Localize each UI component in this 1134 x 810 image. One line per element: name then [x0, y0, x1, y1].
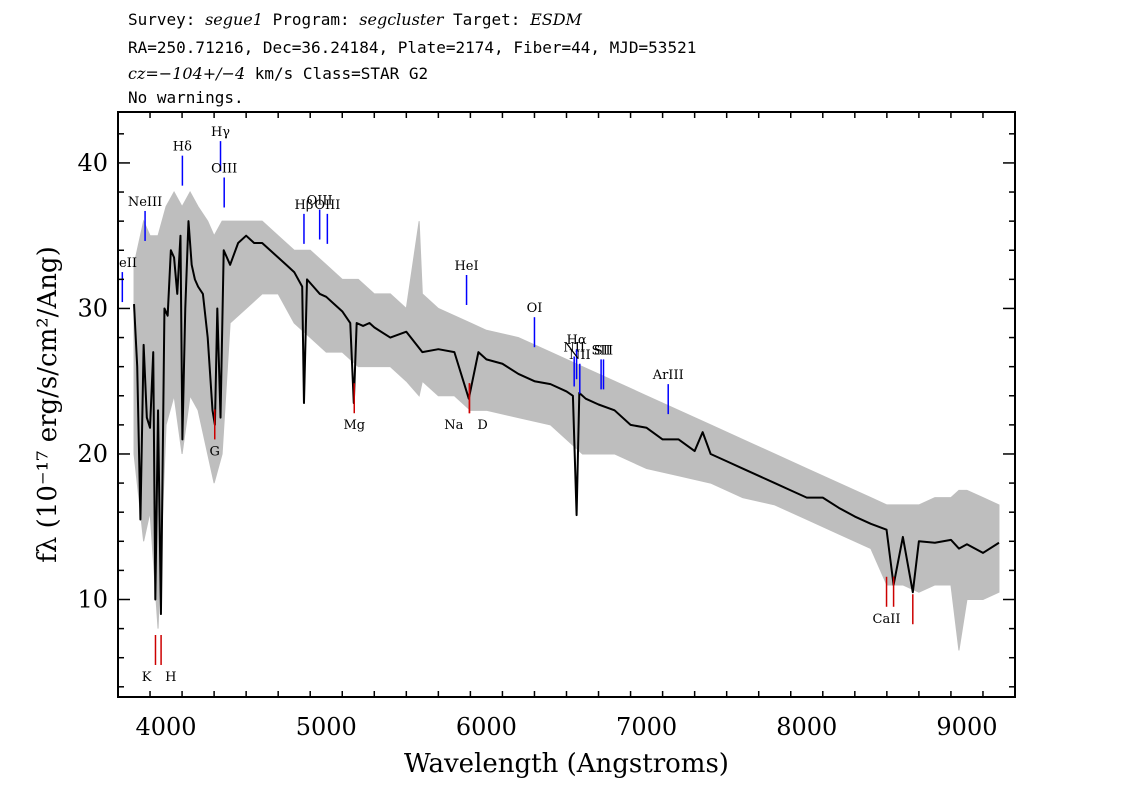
emission-label-4: OIII — [211, 161, 237, 176]
emission-label-6: OIII — [307, 194, 333, 209]
class-text: km/s Class=STAR G2 — [245, 64, 429, 83]
x-tick-label: 4000 — [136, 713, 197, 741]
x-tick-label: 9000 — [936, 713, 997, 741]
flux-line — [133, 220, 1000, 616]
emission-label-2: Hδ — [173, 140, 192, 155]
target-value: ESDM — [530, 10, 582, 29]
header-line-1: Survey: segue1 Program: segcluster Targe… — [128, 10, 582, 30]
x-tick-label: 5000 — [296, 713, 357, 741]
emission-label-3: Hγ — [211, 125, 230, 140]
absorption-label-2: G — [210, 444, 220, 459]
emission-label-9: OI — [527, 301, 543, 316]
survey-value: segue1 — [205, 10, 263, 29]
y-tick-label: 10 — [77, 586, 108, 614]
emission-label-12: NII — [569, 348, 591, 363]
x-tick-label: 7000 — [616, 713, 677, 741]
emission-label-8: HeI — [454, 259, 478, 274]
target-label: Target: — [453, 10, 521, 29]
emission-label-15: ArIII — [652, 368, 684, 383]
program-label: Program: — [272, 10, 350, 29]
x-axis-label: Wavelength (Angstroms) — [404, 749, 729, 779]
absorption-label-4: Na — [444, 418, 463, 433]
y-axis-label: fλ (10⁻¹⁷ erg/s/cm²/Ang) — [33, 246, 63, 562]
y-tick-label: 40 — [77, 149, 108, 177]
emission-label-1: NeIII — [128, 195, 162, 210]
absorption-label-1: H — [165, 670, 176, 685]
emission-label-0: NeII — [108, 256, 137, 271]
emission-label-7: OIII — [314, 198, 340, 213]
y-tick-label: 30 — [77, 294, 108, 322]
y-tick-label: 20 — [77, 440, 108, 468]
absorption-label-3: Mg — [343, 418, 365, 433]
emission-label-11: Hα — [567, 333, 587, 348]
program-value: segcluster — [359, 10, 444, 29]
emission-label-10: NII — [563, 340, 585, 355]
redshift-value: cz=−104+/−4 — [128, 64, 246, 83]
absorption-label-5: D — [477, 418, 487, 433]
header-line-4: No warnings. — [128, 88, 244, 107]
header-line-2: RA=250.71216, Dec=36.24184, Plate=2174, … — [128, 38, 697, 57]
emission-label-14: SII — [594, 343, 613, 358]
x-tick-label: 6000 — [456, 713, 517, 741]
emission-label-5: Hβ — [295, 198, 314, 213]
absorption-label-6: CaII — [873, 612, 901, 627]
x-tick-label: 8000 — [776, 713, 837, 741]
error-band — [133, 191, 1000, 651]
header-line-3: cz=−104+/−4 km/s Class=STAR G2 — [128, 64, 428, 84]
emission-label-13: SII — [592, 343, 611, 358]
absorption-label-0: K — [142, 670, 152, 685]
survey-label: Survey: — [128, 10, 196, 29]
